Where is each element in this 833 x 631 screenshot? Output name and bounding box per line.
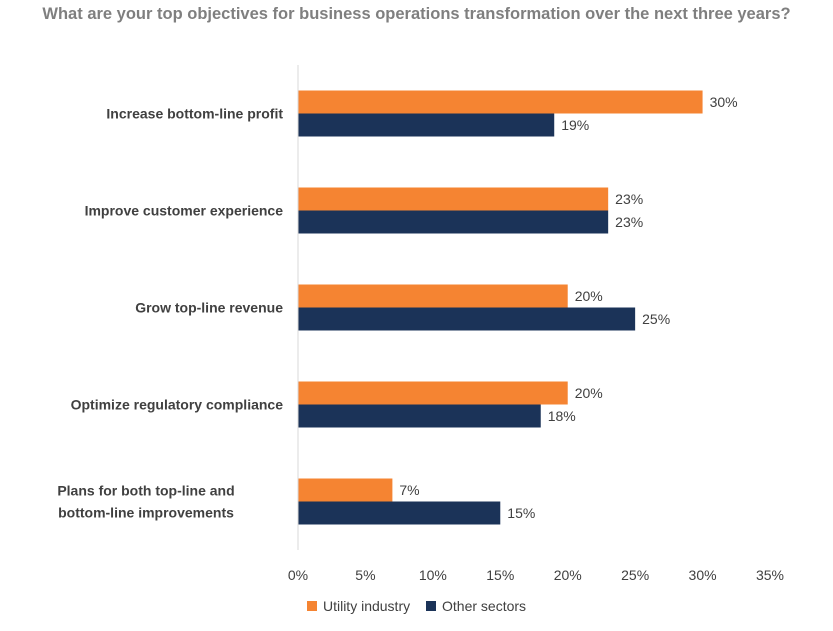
legend-label-other: Other sectors xyxy=(442,598,527,614)
category-label-1: Improve customer experience xyxy=(85,203,284,219)
bar-utility-4 xyxy=(298,478,393,502)
legend-item-utility: Utility industry xyxy=(306,598,411,614)
bar-utility-3 xyxy=(298,381,568,405)
legend: Utility industry Other sectors xyxy=(0,598,833,614)
data-label-utility-1: 23% xyxy=(615,191,643,207)
data-label-utility-4: 7% xyxy=(399,482,419,498)
category-label-0: Increase bottom-line profit xyxy=(106,106,283,122)
legend-label-utility: Utility industry xyxy=(322,598,411,614)
data-label-utility-0: 30% xyxy=(710,94,738,110)
bar-utility-2 xyxy=(298,284,568,308)
bar-utility-1 xyxy=(298,187,609,211)
data-label-utility-2: 20% xyxy=(575,288,603,304)
legend-item-other: Other sectors xyxy=(426,598,526,614)
category-label-4: Plans for both top-line and bottom-line i… xyxy=(57,483,234,521)
x-tick-label-1: 5% xyxy=(355,567,375,583)
x-tick-label-3: 15% xyxy=(486,567,514,583)
category-label-2: Grow top-line revenue xyxy=(135,300,283,316)
bar-other-0 xyxy=(298,113,555,137)
bars-layer xyxy=(298,90,703,525)
x-tick-label-5: 25% xyxy=(621,567,649,583)
x-tick-label-6: 30% xyxy=(689,567,717,583)
bar-other-3 xyxy=(298,404,541,428)
x-axis-tick-labels: 0% 5% 10% 15% 20% 25% 30% 35% xyxy=(288,567,784,583)
data-label-other-1: 23% xyxy=(615,214,643,230)
data-label-other-4: 15% xyxy=(507,505,535,521)
category-label-3: Optimize regulatory compliance xyxy=(71,397,284,413)
bar-utility-0 xyxy=(298,90,703,114)
data-label-other-0: 19% xyxy=(561,117,589,133)
legend-swatch-other xyxy=(426,601,436,611)
x-tick-label-0: 0% xyxy=(288,567,308,583)
legend-swatch-utility xyxy=(306,601,317,611)
bar-other-1 xyxy=(298,210,609,234)
data-label-other-3: 18% xyxy=(548,408,576,424)
x-tick-label-4: 20% xyxy=(554,567,582,583)
category-labels: Increase bottom-line profit Improve custo… xyxy=(57,106,283,521)
chart-title: What are your top objectives for busines… xyxy=(42,5,791,23)
bar-other-2 xyxy=(298,307,636,331)
x-tick-label-2: 10% xyxy=(419,567,447,583)
data-label-utility-3: 20% xyxy=(575,385,603,401)
data-label-other-2: 25% xyxy=(642,311,670,327)
bar-other-4 xyxy=(298,501,501,525)
x-tick-label-7: 35% xyxy=(756,567,784,583)
data-labels: 30% 19% 23% 23% 20% 25% 20% 18% 7% 15% xyxy=(399,94,737,521)
